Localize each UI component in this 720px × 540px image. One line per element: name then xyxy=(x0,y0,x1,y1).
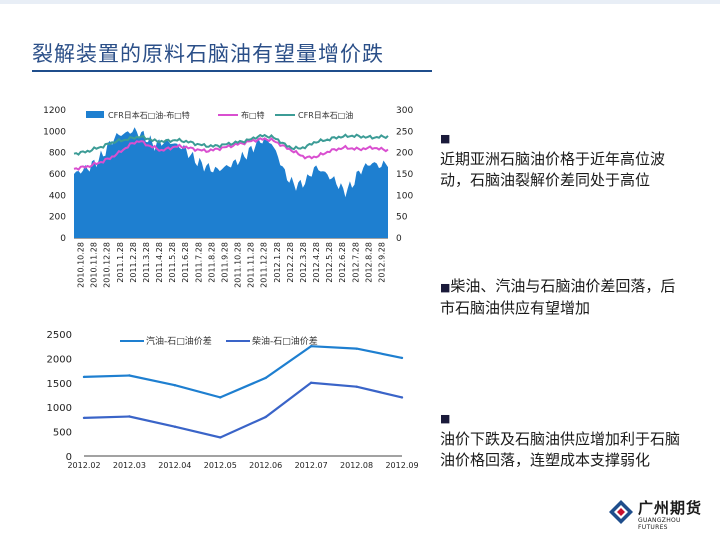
x-tick-label: 2012.02 xyxy=(67,461,100,470)
y-tick-label: 1000 xyxy=(47,403,72,414)
y-right-tick-label: 50 xyxy=(396,213,408,223)
bullet-2: ■柴油、汽油与石脑油价差回落，后市石脑油供应有望增加 xyxy=(440,276,680,319)
legend-label-brent: 布□特 xyxy=(241,110,265,120)
page-title: 裂解装置的原料石脑油有望量增价跌 xyxy=(32,42,384,66)
x-tick-label: 2012.04 xyxy=(158,461,191,470)
y-right-tick-label: 150 xyxy=(396,170,413,180)
company-logo: 广州期货 GUANGZHOU FUTURES xyxy=(608,497,708,533)
chart1-legend: CFR日本石□油-布□特 布□特 CFR日本石□油 xyxy=(86,110,353,120)
bullet-2-marker: ■ xyxy=(440,281,451,294)
bullet-3-marker: ■ xyxy=(440,412,451,425)
y-left-tick-label: 800 xyxy=(49,149,66,159)
naphtha-crack-spread-area xyxy=(74,127,388,238)
diesel-naphtha-spread-line xyxy=(83,381,403,439)
x-tick-label: 2010.11.28 xyxy=(90,242,99,288)
bullet-1-text: 近期亚洲石脑油价格于近年高位波动，石脑油裂解价差同处于高位 xyxy=(440,150,666,189)
x-tick-label: 2011.4.28 xyxy=(155,242,164,283)
x-tick-label: 2010.12.28 xyxy=(103,242,112,288)
x-tick-label: 2011.8.28 xyxy=(207,242,216,283)
legend-label-spread: CFR日本石□油-布□特 xyxy=(108,110,190,120)
title-underline xyxy=(32,70,432,72)
x-tick-label: 2012.4.28 xyxy=(312,242,321,283)
x-tick-label: 2012.3.28 xyxy=(299,242,308,283)
y-left-tick-label: 1200 xyxy=(43,106,66,116)
x-tick-label: 2012.5.28 xyxy=(325,242,334,283)
y-tick-label: 0 xyxy=(66,452,72,463)
x-tick-label: 2012.03 xyxy=(113,461,146,470)
y-right-tick-label: 100 xyxy=(396,191,413,201)
x-tick-label: 2012.8.28 xyxy=(364,242,373,283)
y-right-tick-label: 0 xyxy=(396,234,402,244)
y-tick-label: 2500 xyxy=(47,330,72,341)
x-tick-label: 2012.08 xyxy=(340,461,373,470)
x-tick-label: 2011.6.28 xyxy=(181,242,190,283)
y-left-tick-label: 400 xyxy=(49,191,66,201)
y-tick-label: 2000 xyxy=(47,354,72,365)
chart2-axes: 0 500 1000 1500 2000 2500 2012.02 2012.03 2012.0… xyxy=(47,330,419,470)
chart-oil-naphtha-spreads: 0 500 1000 1500 2000 2500 2012.02 2012.03 2012.0… xyxy=(47,330,419,470)
x-tick-label: 2012.06 xyxy=(249,461,282,470)
x-tick-label: 2011.11.28 xyxy=(247,242,256,288)
x-tick-label: 2012.6.28 xyxy=(338,242,347,283)
x-tick-label: 2012.1.28 xyxy=(273,242,282,283)
x-tick-label: 2012.05 xyxy=(204,461,237,470)
x-tick-label: 2012.2.28 xyxy=(286,242,295,283)
x-tick-label: 2011.12.28 xyxy=(260,242,269,288)
y-left-tick-label: 200 xyxy=(49,213,66,223)
bullet-1: ■ 近期亚洲石脑油价格于近年高位波动，石脑油裂解价差同处于高位 xyxy=(440,128,680,191)
chart1-axes: 0 200 400 600 800 1000 1200 0 50 100 150 200 250 300 2… xyxy=(43,106,413,288)
y-right-tick-label: 200 xyxy=(396,149,413,159)
x-tick-label: 2011.1.28 xyxy=(116,242,125,283)
y-right-tick-label: 300 xyxy=(396,106,413,116)
cfr-japan-naphtha-line xyxy=(73,133,389,156)
y-left-tick-label: 1000 xyxy=(43,127,66,137)
x-tick-label: 2010.10.28 xyxy=(77,242,86,288)
gasoline-naphtha-spread-line xyxy=(83,345,403,399)
brent-line xyxy=(73,137,389,171)
chart-naphtha-price: 0 200 400 600 800 1000 1200 0 50 100 150 200 250 300 2… xyxy=(43,106,413,288)
legend-swatch-spread xyxy=(86,111,104,118)
bullet-3: ■ 油价下跌及石脑油供应增加利于石脑油价格回落，连塑成本支撑弱化 xyxy=(440,408,680,471)
bullet-2-text: 柴油、汽油与石脑油价差回落，后市石脑油供应有望增加 xyxy=(440,277,676,317)
logo-name: 广州期货 xyxy=(638,499,703,517)
top-decoration-bar xyxy=(0,0,720,4)
x-tick-label: 2012.9.28 xyxy=(377,242,386,283)
x-tick-label: 2011.5.28 xyxy=(168,242,177,283)
x-tick-label: 2012.7.28 xyxy=(351,242,360,283)
x-tick-label: 2011.9.28 xyxy=(220,242,229,283)
bullet-3-text: 油价下跌及石脑油供应增加利于石脑油价格回落，连塑成本支撑弱化 xyxy=(440,430,681,469)
y-tick-label: 1500 xyxy=(47,379,72,390)
x-tick-label: 2011.3.28 xyxy=(142,242,151,283)
x-tick-label: 2011.7.28 xyxy=(194,242,203,283)
y-tick-label: 500 xyxy=(53,428,72,439)
chart2-legend: 汽油-石□油价差 柴油-石□油价差 xyxy=(120,335,318,347)
legend-label-diesel: 柴油-石□油价差 xyxy=(252,335,318,347)
bullet-1-marker: ■ xyxy=(440,132,451,145)
y-left-tick-label: 600 xyxy=(49,170,66,180)
x-tick-label: 2012.07 xyxy=(295,461,328,470)
x-tick-label: 2011.10.28 xyxy=(234,242,243,288)
y-left-tick-label: 0 xyxy=(60,234,66,244)
x-tick-label: 2011.2.28 xyxy=(129,242,138,283)
legend-label-naphtha: CFR日本石□油 xyxy=(298,110,353,120)
logo-mark-icon xyxy=(609,500,633,524)
logo-subtitle: GUANGZHOU FUTURES xyxy=(638,517,681,531)
legend-label-gasoline: 汽油-石□油价差 xyxy=(146,335,212,347)
x-tick-label: 2012.09 xyxy=(385,461,418,470)
y-right-tick-label: 250 xyxy=(396,127,413,137)
